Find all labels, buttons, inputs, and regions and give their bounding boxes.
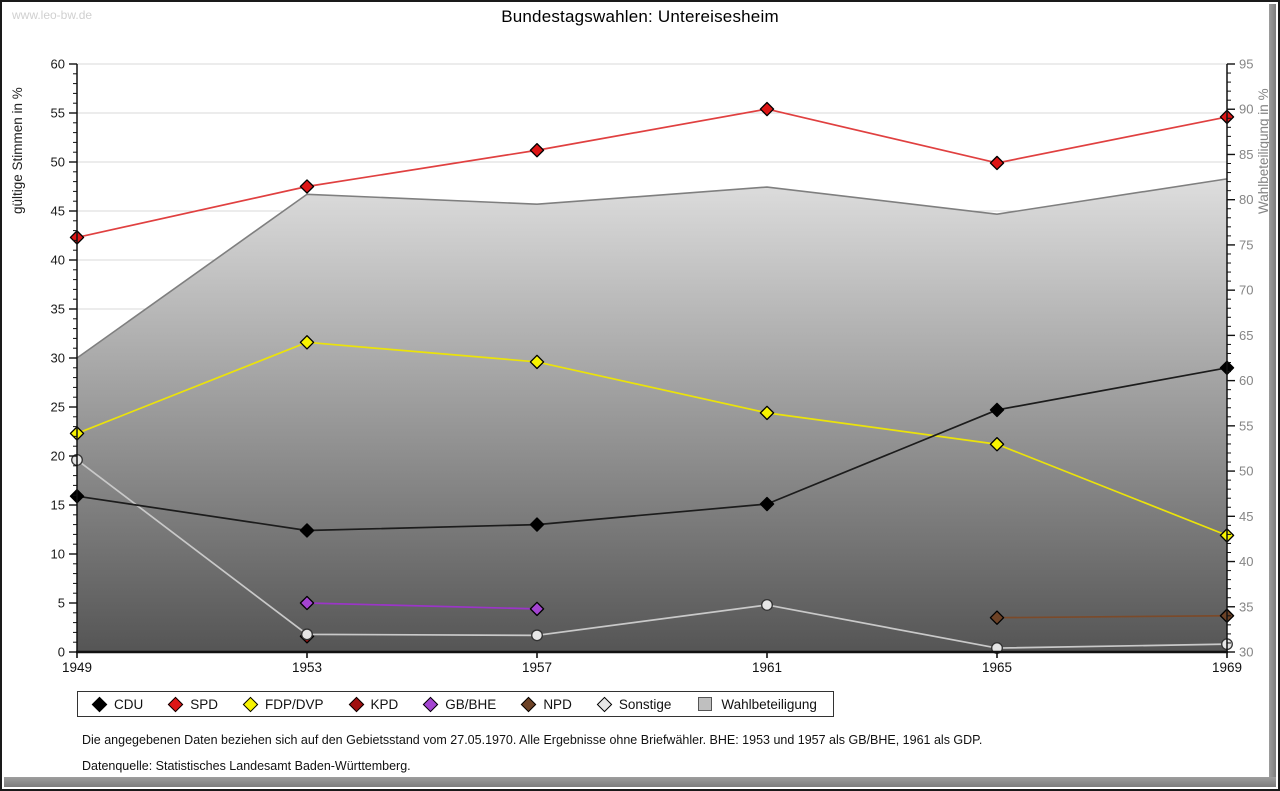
x-axis-year-label: 1949 — [62, 660, 92, 675]
right-axis-tick-label: 55 — [1239, 418, 1253, 433]
legend-label: KPD — [370, 696, 399, 712]
legend-marker-sonstige — [596, 696, 613, 712]
right-axis-tick-label: 35 — [1239, 599, 1253, 614]
axes: 0 5 10 15 20 25 30 35 40 45 50 55 60 30 35 40 45 50 55 60 65… — [51, 57, 1254, 676]
legend-item-npd: NPD — [521, 696, 572, 712]
legend-item-gb-bhe: GB/BHE — [423, 696, 497, 712]
legend-item-wahlbeteiligung: Wahlbeteiligung — [698, 697, 817, 712]
footnote-datenquelle: Datenquelle: Statistisches Landesamt Bad… — [82, 759, 411, 773]
x-axis-year-label: 1953 — [292, 660, 322, 675]
x-axis-year-label: 1961 — [752, 660, 782, 675]
legend-marker-spd — [167, 696, 184, 712]
left-axis-tick-label: 60 — [51, 57, 65, 72]
legend-marker-cdu — [91, 696, 108, 712]
horizontal-scrollbar[interactable] — [4, 777, 1276, 787]
left-axis-tick-label: 25 — [51, 400, 65, 415]
legend-label: CDU — [114, 696, 144, 712]
legend-label: Wahlbeteiligung — [721, 696, 817, 712]
series-gb-bhe — [299, 595, 545, 617]
legend-item-cdu: CDU — [91, 696, 144, 712]
left-axis-title: gültige Stimmen in % — [10, 87, 25, 214]
legend-marker-gb-bhe — [423, 696, 439, 712]
series-cdu — [69, 360, 1235, 538]
right-axis-tick-label: 65 — [1239, 328, 1253, 343]
x-axis-year-label: 1965 — [982, 660, 1012, 675]
right-axis-tick-label: 45 — [1239, 509, 1253, 524]
left-axis-tick-label: 55 — [51, 106, 65, 121]
watermark: www.leo-bw.de — [12, 8, 93, 22]
legend: CDU SPD FDP/DVP KPD GB/BHE NPD Sonstige Wahlbet… — [77, 691, 834, 717]
election-line-chart: 0 5 10 15 20 25 30 35 40 45 50 55 60 30 35 40 45 50 55 60 65… — [10, 57, 1271, 676]
x-axis-year-label: 1957 — [522, 660, 552, 675]
left-axis-tick-label: 45 — [51, 204, 65, 219]
legend-marker-kpd — [348, 696, 364, 712]
left-axis-tick-label: 5 — [58, 596, 65, 611]
left-axis-tick-label: 35 — [51, 302, 65, 317]
right-axis-tick-label: 85 — [1239, 147, 1253, 162]
x-axis-year-label: 1969 — [1212, 660, 1242, 675]
right-axis-tick-label: 60 — [1239, 373, 1253, 388]
right-axis-tick-label: 95 — [1239, 57, 1253, 72]
right-axis-tick-label: 40 — [1239, 554, 1253, 569]
right-axis-tick-label: 90 — [1239, 102, 1253, 117]
right-axis-tick-label: 75 — [1239, 237, 1253, 252]
left-axis-tick-label: 40 — [51, 253, 65, 268]
legend-label: FDP/DVP — [265, 696, 324, 712]
legend-label: NPD — [543, 696, 572, 712]
footnote-gebietsstand: Die angegebenen Daten beziehen sich auf … — [82, 733, 983, 747]
legend-label: Sonstige — [618, 696, 672, 712]
right-axis-tick-label: 70 — [1239, 283, 1253, 298]
legend-item-kpd: KPD — [348, 696, 399, 712]
left-axis-tick-label: 30 — [51, 351, 65, 366]
left-axis-tick-label: 0 — [58, 645, 65, 660]
series-wahlbeteiligung — [76, 178, 1228, 652]
vertical-scrollbar[interactable] — [1269, 4, 1276, 777]
series-npd — [989, 608, 1235, 625]
legend-item-spd: SPD — [167, 696, 219, 712]
legend-marker-wahlbeteiligung — [698, 697, 713, 711]
page-title: Bundestagswahlen: Untereisesheim — [501, 7, 779, 26]
left-axis-tick-label: 50 — [51, 155, 65, 170]
right-axis-tick-label: 50 — [1239, 464, 1253, 479]
legend-label: SPD — [190, 696, 219, 712]
legend-label: GB/BHE — [445, 696, 497, 712]
left-axis-tick-label: 10 — [51, 547, 65, 562]
legend-item-sonstige: Sonstige — [596, 696, 672, 712]
legend-marker-npd — [521, 696, 537, 712]
right-axis-tick-label: 30 — [1239, 645, 1253, 660]
legend-item-fdp-dvp: FDP/DVP — [242, 696, 324, 712]
left-axis-tick-label: 15 — [51, 498, 65, 513]
right-axis-tick-label: 80 — [1239, 192, 1253, 207]
legend-marker-fdp-dvp — [242, 696, 259, 712]
left-axis-tick-label: 20 — [51, 449, 65, 464]
right-axis-title: Wahlbeteiligung in % — [1256, 88, 1271, 214]
